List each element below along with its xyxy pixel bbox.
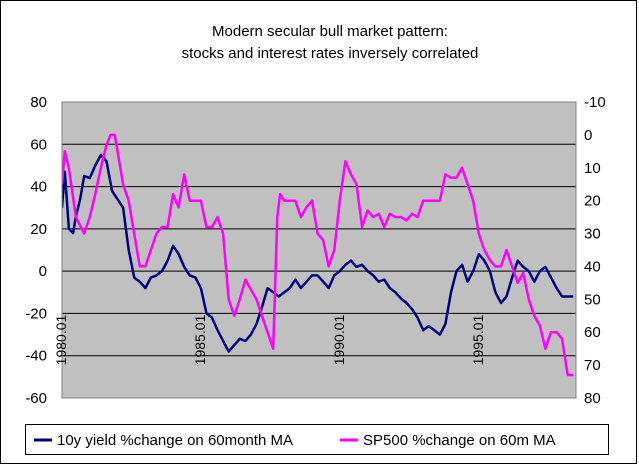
plot-border (61, 101, 577, 399)
chart-title-line-2: stocks and interest rates inversely corr… (182, 45, 479, 62)
x-tick-label: 1985.01 (192, 314, 208, 365)
right-tick-label: 70 (584, 357, 601, 374)
left-tick-label: 0 (39, 263, 47, 280)
left-axis-ticks: -60 -40 -20 0 20 40 60 80 (25, 94, 47, 407)
gridlines (62, 143, 576, 357)
series-line-sp500 (62, 133, 574, 377)
right-tick-label: 40 (584, 258, 601, 275)
right-tick-label: 50 (584, 291, 601, 308)
right-axis-ticks: -10 0 10 20 30 40 50 60 70 80 (584, 94, 606, 407)
right-tick-label: 30 (584, 226, 601, 243)
right-tick-label: -10 (584, 94, 606, 111)
left-tick-label: 40 (30, 179, 47, 196)
plot-area (62, 102, 576, 398)
left-tick-label: 80 (30, 94, 47, 111)
right-tick-label: 60 (584, 324, 601, 341)
legend-label-10y-yield: 10y yield %change on 60month MA (57, 432, 293, 449)
left-tick-label: -20 (25, 305, 47, 322)
right-tick-label: 80 (584, 390, 601, 407)
x-tick-label: 1995.01 (470, 314, 486, 365)
left-tick-label: -40 (25, 348, 47, 365)
legend-box (25, 424, 609, 455)
right-tick-label: 20 (584, 193, 601, 210)
left-tick-label: -60 (25, 390, 47, 407)
series-line-10y-yield (62, 153, 574, 353)
left-tick-label: 20 (30, 221, 47, 238)
legend-label-sp500: SP500 %change on 60m MA (363, 432, 556, 449)
right-tick-label: 10 (584, 160, 601, 177)
right-tick-label: 0 (584, 127, 592, 144)
x-tick-label: 1990.01 (331, 314, 347, 365)
left-tick-label: 60 (30, 136, 47, 153)
legend: 10y yield %change on 60month MA SP500 %c… (25, 424, 609, 455)
series-layer (62, 133, 574, 377)
x-axis-ticks: 1980.01 1985.01 1990.01 1995.01 (53, 314, 486, 365)
chart-title-line-1: Modern secular bull market pattern: (212, 23, 448, 40)
x-tick-label: 1980.01 (53, 314, 69, 365)
